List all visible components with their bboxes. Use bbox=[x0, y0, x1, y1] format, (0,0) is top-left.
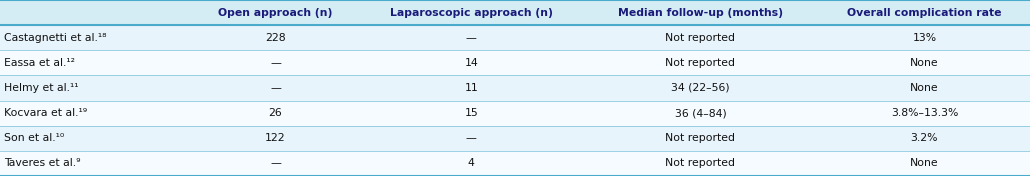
Text: Kocvara et al.¹⁹: Kocvara et al.¹⁹ bbox=[4, 108, 88, 118]
Bar bbox=[0, 0, 1030, 25]
Text: 14: 14 bbox=[465, 58, 478, 68]
Text: None: None bbox=[911, 83, 938, 93]
Text: 13%: 13% bbox=[913, 33, 936, 43]
Text: 3.2%: 3.2% bbox=[911, 133, 938, 143]
Bar bbox=[0, 25, 1030, 50]
Text: Overall complication rate: Overall complication rate bbox=[847, 8, 1001, 18]
Bar bbox=[0, 100, 1030, 126]
Text: 26: 26 bbox=[269, 108, 282, 118]
Text: —: — bbox=[270, 83, 281, 93]
Text: Castagnetti et al.¹⁸: Castagnetti et al.¹⁸ bbox=[4, 33, 107, 43]
Text: 3.8%–13.3%: 3.8%–13.3% bbox=[891, 108, 958, 118]
Text: Not reported: Not reported bbox=[665, 33, 735, 43]
Text: Median follow-up (months): Median follow-up (months) bbox=[618, 8, 783, 18]
Text: —: — bbox=[270, 58, 281, 68]
Text: Open approach (n): Open approach (n) bbox=[218, 8, 333, 18]
Text: Not reported: Not reported bbox=[665, 58, 735, 68]
Text: Son et al.¹⁰: Son et al.¹⁰ bbox=[4, 133, 64, 143]
Text: —: — bbox=[270, 158, 281, 168]
Text: Taveres et al.⁹: Taveres et al.⁹ bbox=[4, 158, 80, 168]
Text: —: — bbox=[466, 133, 477, 143]
Bar bbox=[0, 151, 1030, 176]
Text: 34 (22–56): 34 (22–56) bbox=[672, 83, 729, 93]
Text: Not reported: Not reported bbox=[665, 158, 735, 168]
Bar bbox=[0, 126, 1030, 151]
Text: Eassa et al.¹²: Eassa et al.¹² bbox=[4, 58, 75, 68]
Text: 228: 228 bbox=[265, 33, 286, 43]
Text: None: None bbox=[911, 158, 938, 168]
Text: None: None bbox=[911, 58, 938, 68]
Text: Not reported: Not reported bbox=[665, 133, 735, 143]
Text: 122: 122 bbox=[265, 133, 286, 143]
Text: 15: 15 bbox=[465, 108, 478, 118]
Text: —: — bbox=[466, 33, 477, 43]
Bar bbox=[0, 76, 1030, 100]
Text: Helmy et al.¹¹: Helmy et al.¹¹ bbox=[4, 83, 78, 93]
Text: Laparoscopic approach (n): Laparoscopic approach (n) bbox=[389, 8, 553, 18]
Text: 11: 11 bbox=[465, 83, 478, 93]
Text: 4: 4 bbox=[468, 158, 475, 168]
Bar bbox=[0, 50, 1030, 76]
Text: 36 (4–84): 36 (4–84) bbox=[675, 108, 726, 118]
